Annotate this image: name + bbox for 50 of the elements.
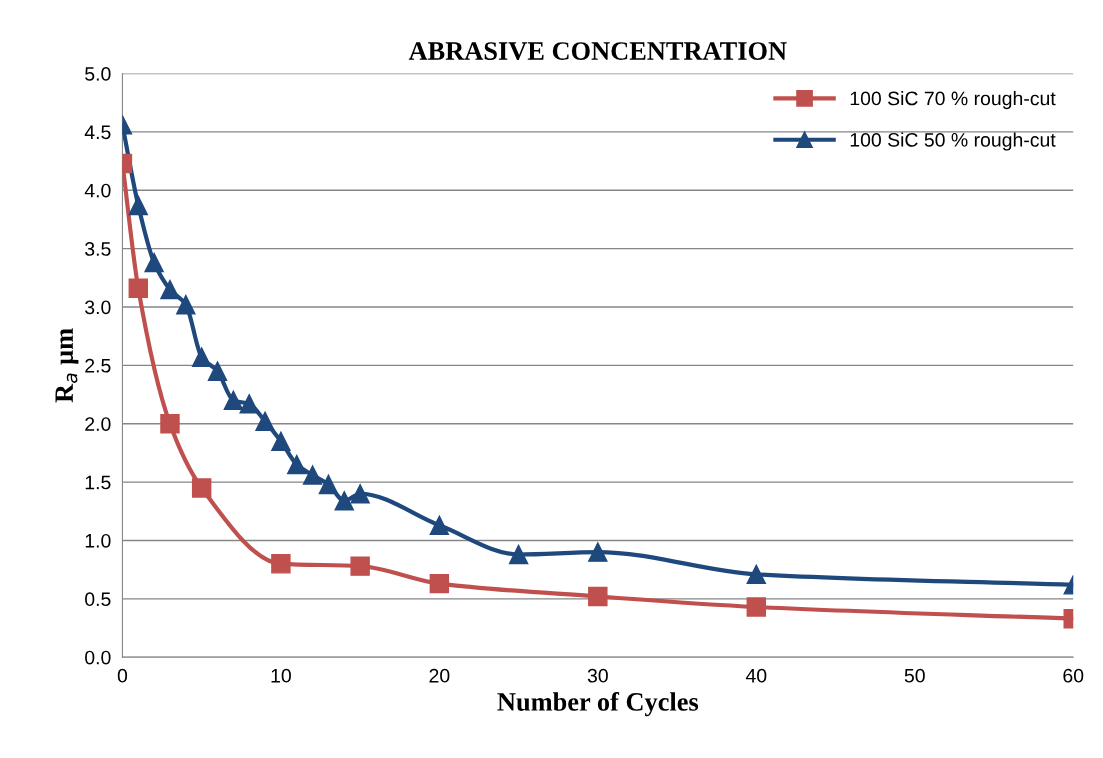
- point: [176, 294, 196, 315]
- point: [318, 474, 339, 495]
- x-tick-label: 30: [587, 668, 608, 683]
- y-tick-label: 2.5: [85, 358, 111, 373]
- point: [350, 556, 370, 576]
- point: [271, 431, 291, 451]
- point: [191, 478, 212, 498]
- y-tick-label: 0.0: [85, 650, 111, 665]
- x-tick-label: 60: [1063, 668, 1084, 683]
- x-tick-label: 40: [745, 668, 767, 683]
- point: [223, 390, 244, 411]
- y-tick-label: 0.5: [85, 592, 111, 607]
- point: [287, 454, 307, 475]
- y-tick-label: 4.0: [84, 183, 111, 198]
- y-tick-label: 2.0: [85, 417, 111, 431]
- point: [429, 573, 450, 594]
- point: [508, 544, 529, 565]
- point: [271, 554, 291, 574]
- point: [302, 465, 323, 485]
- point: [334, 491, 355, 511]
- point: [746, 597, 767, 617]
- y-tick-label: 3.0: [85, 300, 111, 315]
- point: [429, 515, 450, 536]
- y-axis-title: R$_{a}$ µm: [55, 328, 79, 403]
- point: [144, 252, 164, 273]
- point: [160, 413, 180, 434]
- chart-title: ABRASIVE CONCENTRATION: [408, 42, 787, 61]
- point: [128, 195, 149, 216]
- x-tick-label: 20: [429, 668, 450, 683]
- point: [207, 361, 228, 381]
- point: [350, 484, 370, 504]
- legend-label: 100 SiC 50 % rough-cut: [850, 132, 1056, 151]
- point: [588, 542, 608, 562]
- point: [255, 411, 275, 432]
- point: [191, 347, 212, 367]
- y-tick-label: 4.5: [84, 125, 111, 140]
- x-tick-label: 50: [904, 668, 925, 683]
- point: [588, 586, 608, 607]
- y-tick-label: 1.5: [85, 475, 111, 490]
- y-tick-label: 5.0: [85, 66, 111, 81]
- x-tick-label: 0: [117, 668, 128, 683]
- y-tick-label: 3.5: [85, 242, 111, 256]
- point: [160, 279, 180, 300]
- point: [239, 394, 259, 414]
- x-axis-title: Number of Cycles: [497, 691, 699, 717]
- point: [128, 278, 149, 299]
- y-tick-label: 1.0: [85, 533, 111, 548]
- x-tick-label: 10: [271, 668, 291, 683]
- legend-label: 100 SiC 70 % rough-cut: [850, 91, 1056, 110]
- point: [746, 564, 767, 585]
